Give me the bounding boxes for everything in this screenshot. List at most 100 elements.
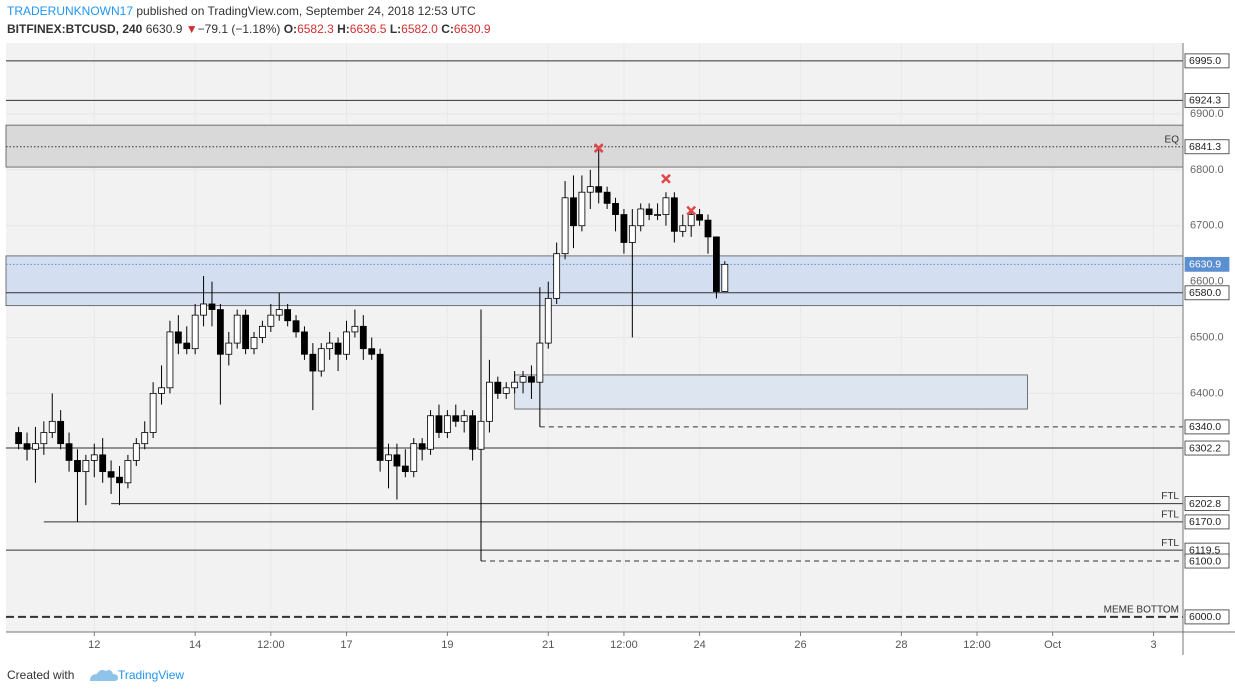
candle-body (662, 197, 670, 215)
published: published on TradingView.com, September … (133, 4, 476, 18)
candle-body (544, 297, 552, 344)
x-tick-label: 12:00 (610, 639, 638, 651)
candle-body (90, 454, 98, 461)
candle-body (351, 325, 359, 333)
zone (5, 124, 1184, 168)
candle-body (326, 342, 334, 350)
level-label-box (1184, 92, 1230, 108)
x-tick-label: 12:00 (257, 639, 285, 651)
candle-body (284, 309, 292, 322)
candle-body (679, 225, 687, 232)
y-tick-label: 6600.0 (1190, 276, 1224, 288)
x-tick-label: 21 (542, 639, 554, 651)
level-label-box (1184, 440, 1230, 456)
low-label: L: (390, 22, 401, 36)
candle-body (519, 376, 527, 383)
candle-body (191, 314, 199, 350)
level-label: 6170.0 (1189, 516, 1221, 528)
candle-body (166, 331, 174, 389)
level-label: 6630.9 (1189, 259, 1221, 271)
level-label: 6841.3 (1189, 141, 1221, 153)
candle-body (359, 325, 367, 350)
header-line-2: BITFINEX:BTCUSD, 240 6630.9 ▼−79.1 (−1.1… (7, 22, 491, 36)
candle-body (637, 208, 645, 227)
candle-body (393, 454, 401, 467)
candle-body (595, 186, 603, 193)
candle-body (317, 348, 325, 372)
footer-brand[interactable]: TradingView (118, 668, 184, 682)
candle-body (612, 202, 619, 215)
level-label-box (1184, 609, 1230, 625)
open-label: O: (284, 22, 297, 36)
cross-marker (661, 173, 671, 184)
candle-body (23, 443, 31, 450)
candle-body (15, 432, 23, 445)
low-value: 6582.0 (401, 22, 438, 36)
candle-body (427, 415, 434, 450)
candle-body (376, 353, 384, 461)
last-price: 6630.9 (146, 22, 183, 36)
candle-body (174, 331, 182, 344)
high-value: 6636.5 (350, 22, 387, 36)
level-label-box (1184, 514, 1230, 530)
candle-body (74, 460, 81, 473)
candle-body (40, 432, 48, 445)
candle-body (713, 236, 720, 292)
candle-body (343, 331, 350, 355)
level-note: EQ (1165, 134, 1180, 145)
y-tick-label: 6700.0 (1190, 220, 1224, 232)
candle-body (435, 415, 443, 433)
candle-body (233, 314, 241, 344)
candle-body (502, 387, 510, 394)
candle-body (494, 381, 502, 394)
candle-body (561, 197, 569, 255)
x-tick-label: 26 (794, 639, 806, 651)
candle-body (107, 471, 115, 478)
candle-body (309, 353, 317, 372)
level-label-box (1184, 285, 1230, 301)
y-tick-label: 6400.0 (1190, 387, 1224, 399)
x-tick-label: 28 (895, 639, 907, 651)
level-label-box (1184, 553, 1230, 569)
level-note: FTL (1161, 510, 1179, 521)
candle-body (401, 465, 409, 473)
candle-body (721, 263, 729, 292)
candle-body (452, 415, 460, 422)
x-tick-label: Oct (1044, 639, 1061, 651)
x-tick-label: 12:00 (963, 639, 991, 651)
candle-body (603, 191, 611, 204)
candle-body (586, 186, 594, 193)
candle-body (704, 219, 712, 238)
x-tick-label: 3 (1151, 639, 1157, 651)
candle-body (410, 443, 418, 473)
candle-body (511, 381, 519, 389)
candle-body (158, 387, 165, 394)
plot-layer: EQ FTL FTL FTL MEME BOTTOM (5, 43, 1184, 632)
author[interactable]: TRADERUNKNOWN17 (7, 4, 133, 18)
candle-body (267, 314, 275, 327)
level-label: 6000.0 (1189, 611, 1221, 623)
level-label: 6100.0 (1189, 555, 1221, 567)
candle-body (670, 197, 678, 232)
level-label: 6924.3 (1189, 95, 1221, 107)
candle-body (645, 208, 653, 215)
candle-body (570, 197, 577, 227)
candle-body (486, 381, 493, 422)
candle-body (443, 415, 451, 433)
zone (514, 374, 1028, 410)
level-label-box (1184, 419, 1230, 435)
candle-body (536, 342, 544, 383)
candle-body (225, 342, 233, 355)
candle-body (124, 460, 132, 484)
level-label-box (1184, 139, 1230, 155)
open-value: 6582.3 (297, 22, 334, 36)
candle-body (292, 320, 300, 333)
x-tick-label: 14 (189, 639, 201, 651)
candle-body (469, 415, 476, 450)
candle-body (32, 443, 39, 450)
high-label: H: (337, 22, 350, 36)
level-label: 6202.8 (1189, 498, 1221, 510)
y-tick-label: 6900.0 (1190, 108, 1224, 120)
level-label-box (1184, 256, 1230, 272)
cross-marker (593, 143, 604, 153)
